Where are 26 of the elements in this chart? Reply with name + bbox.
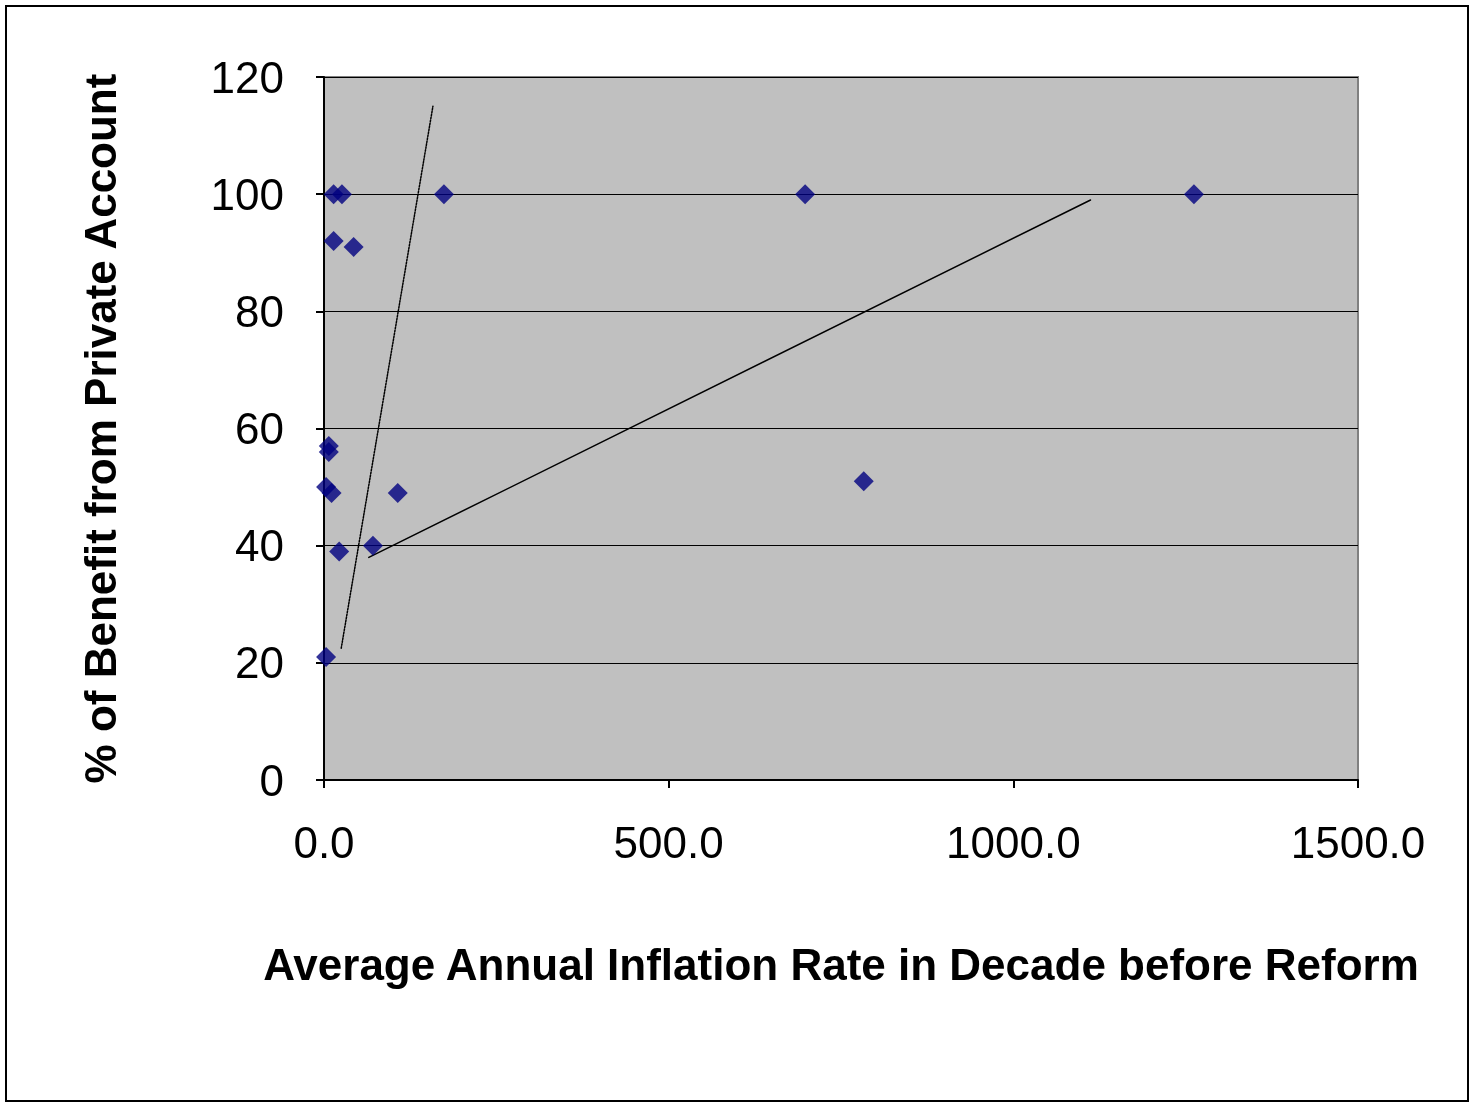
y-tick-label: 20 <box>235 638 284 688</box>
y-tick-label: 100 <box>210 169 284 219</box>
y-tick-label: 40 <box>235 521 284 571</box>
point <box>853 471 874 492</box>
y-axis-title: % of Benefit from Private Account <box>75 73 125 784</box>
point <box>433 184 454 205</box>
y-tick-label: 60 <box>235 404 284 453</box>
y-tick-label: 120 <box>210 52 284 102</box>
y-tick-label: 80 <box>235 286 284 336</box>
point <box>321 482 342 503</box>
x-tick-label: 500.0 <box>613 817 724 867</box>
x-tick-label: 0.0 <box>293 817 355 867</box>
point <box>316 646 337 667</box>
y-tick-label: 0 <box>259 755 284 805</box>
x-axis-title: Average Annual Inflation Rate in Decade before Reform <box>263 939 1419 989</box>
point <box>362 535 383 556</box>
point <box>1183 184 1204 205</box>
point <box>795 184 816 205</box>
point <box>329 541 350 562</box>
x-tick-label: 1500.0 <box>1290 817 1426 867</box>
point <box>343 236 364 257</box>
point <box>318 441 339 462</box>
point <box>387 482 408 503</box>
point <box>331 184 352 205</box>
x-tick-label: 1000.0 <box>946 817 1081 867</box>
point <box>323 231 344 252</box>
